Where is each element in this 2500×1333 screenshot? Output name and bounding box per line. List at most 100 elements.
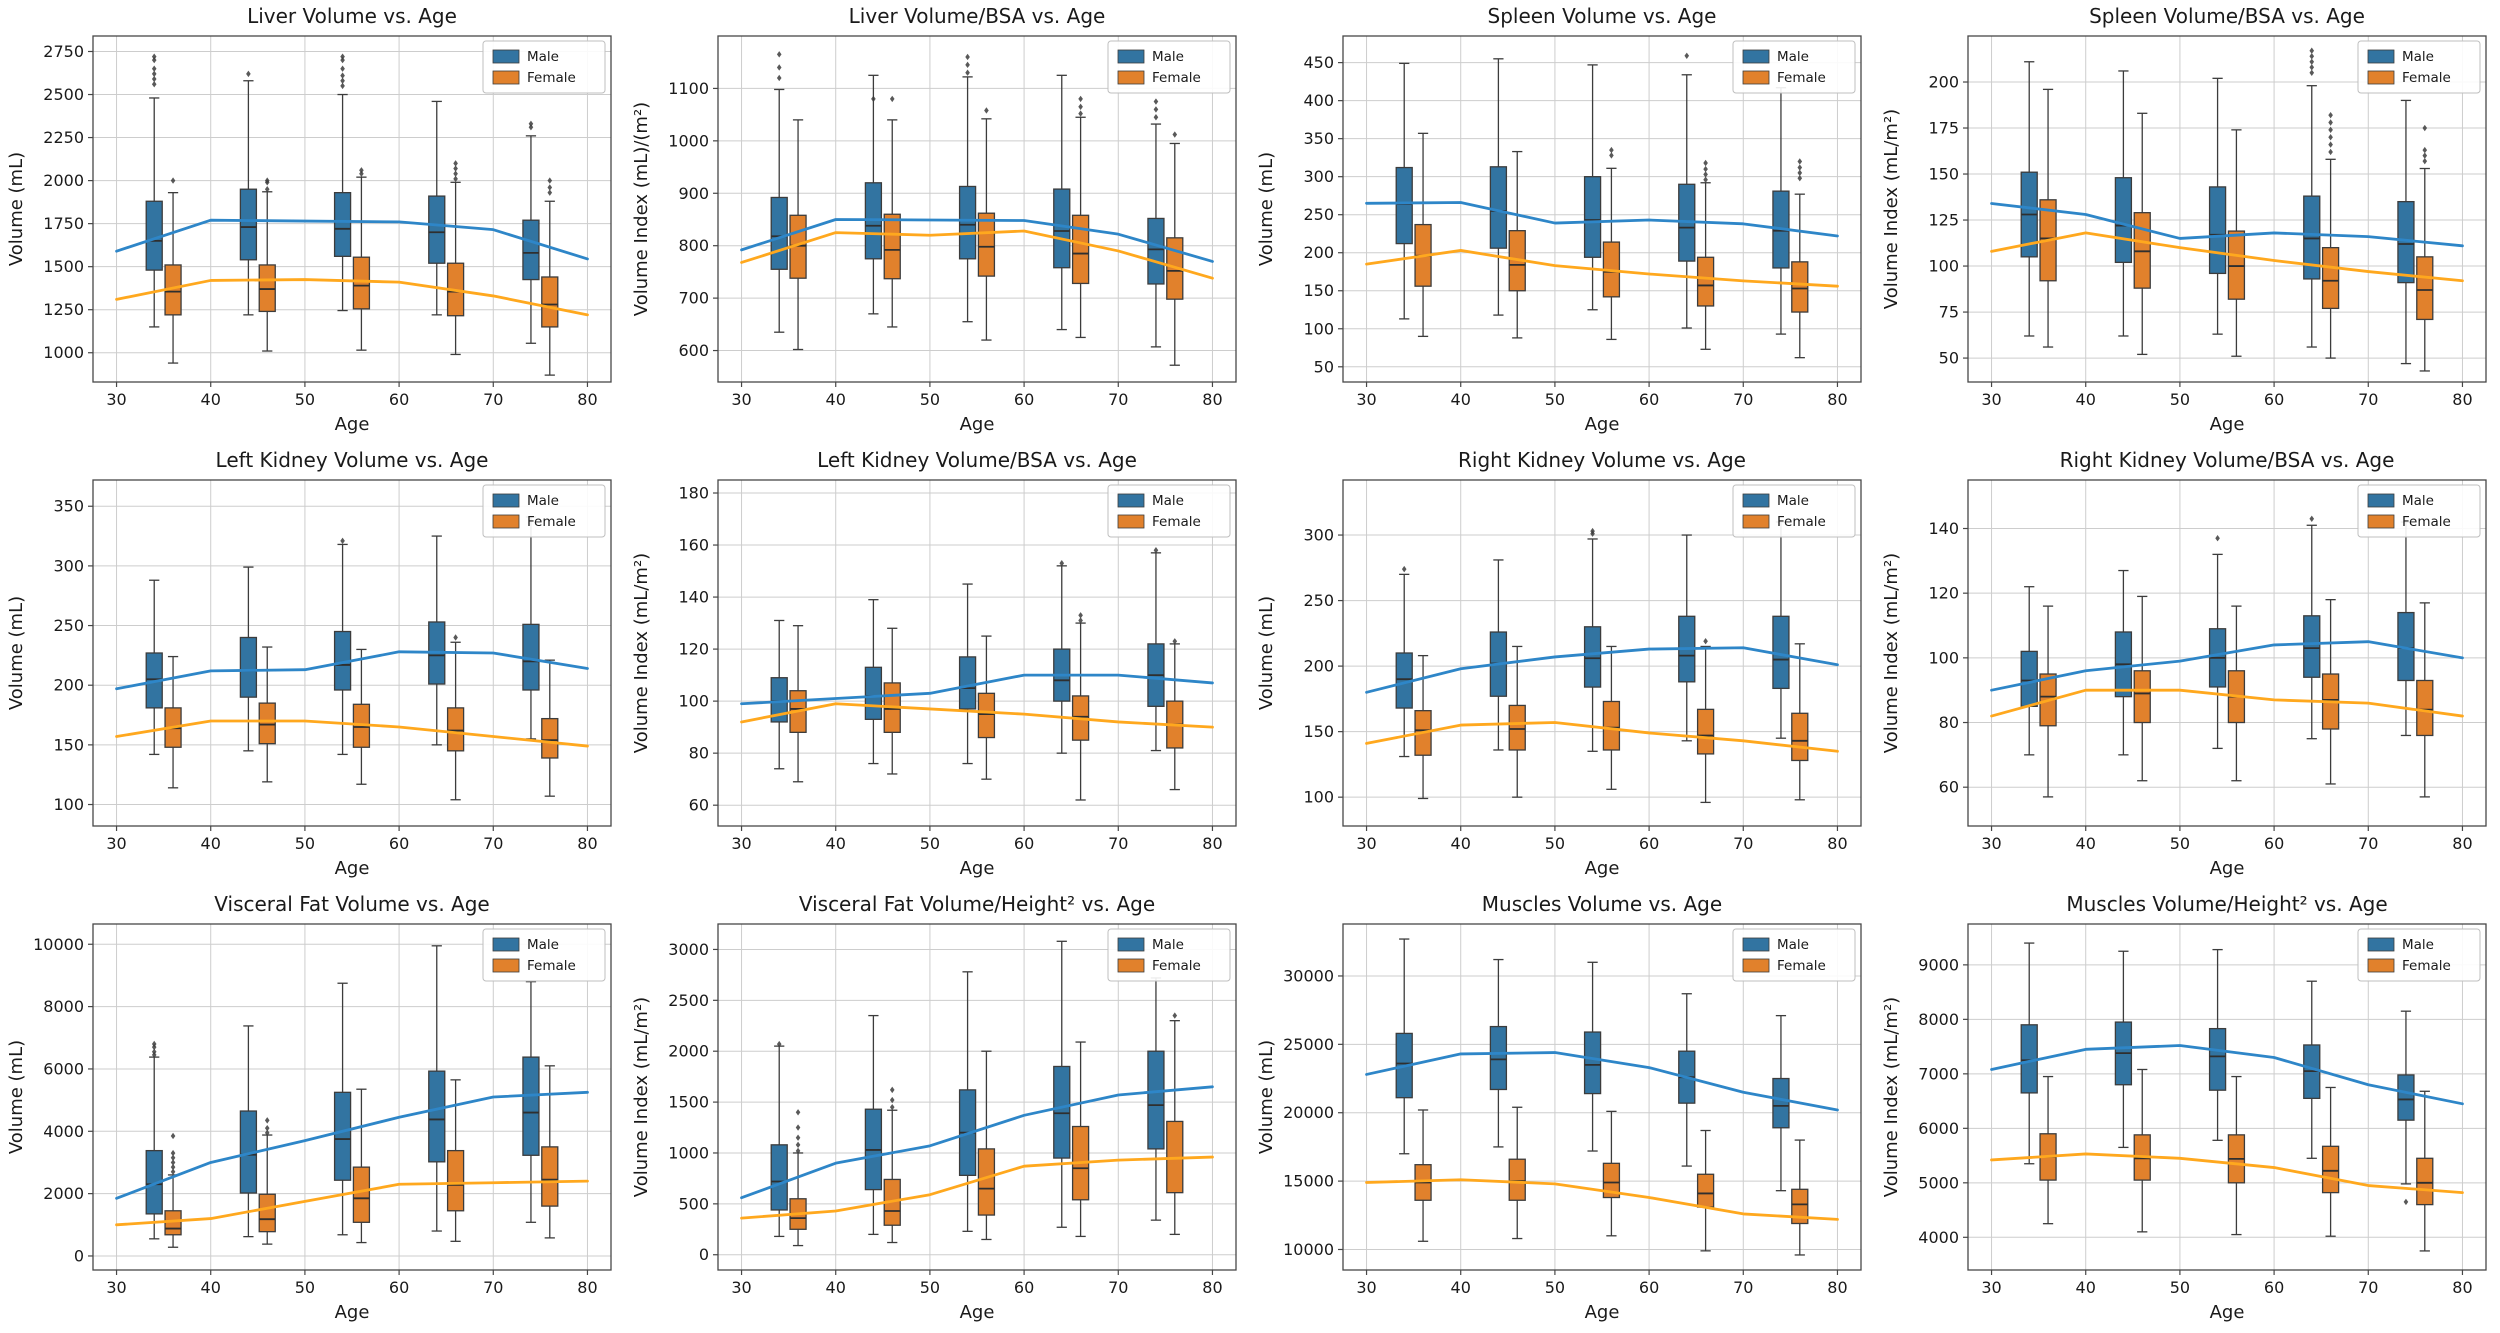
chart-cell-9: 30 40 50 60 70 80 0 500 1000 1500 2000 2500 3000 Male…: [625, 888, 1250, 1332]
legend-swatch-male: [492, 493, 520, 508]
outlier-marker: [2309, 64, 2315, 71]
box: [541, 1146, 559, 1207]
chart-svg-0: 30 40 50 60 70 80 1000 1250 1500 1750 2000 2250 2500…: [6, 4, 612, 435]
y-tick-label: 600: [678, 341, 709, 360]
x-axis-label: Age: [335, 414, 370, 435]
chart-cell-4: 30 40 50 60 70 80 100 150 200 250 300 350 Male Female…: [0, 444, 625, 888]
x-tick-label: 50: [295, 834, 315, 853]
outlier-marker: [528, 120, 534, 127]
legend: Male Female: [482, 928, 606, 982]
box: [352, 1166, 371, 1223]
outlier-marker: [170, 1132, 176, 1140]
box: [2416, 256, 2434, 321]
y-tick-label: 3000: [668, 940, 709, 959]
x-tick-label: 40: [1451, 1278, 1471, 1297]
outlier-marker: [1078, 617, 1083, 624]
chart-cell-10: 30 40 50 60 70 80 10000 15000 20000 25000 30000 Mal…: [1250, 888, 1875, 1332]
boxplot-series-female: [1414, 638, 1809, 804]
x-tick-label: 80: [577, 390, 597, 409]
legend-swatch-female: [492, 514, 520, 529]
x-tick-label: 60: [1639, 1278, 1659, 1297]
chart-title: Spleen Volume/BSA vs. Age: [2089, 4, 2365, 28]
legend-swatch-male: [492, 49, 520, 64]
x-tick-label: 40: [826, 390, 846, 409]
x-tick-label: 60: [2264, 1278, 2284, 1297]
trend-line-female: [740, 229, 1214, 280]
x-tick-label: 40: [1451, 390, 1471, 409]
y-tick-label: 30000: [1283, 966, 1334, 985]
trend-line-female: [1365, 1178, 1839, 1221]
y-tick-label: 140: [1928, 519, 1959, 538]
boxplot-series-male: [1395, 938, 1790, 1192]
legend-swatch-male: [2367, 937, 2395, 952]
box: [2208, 186, 2227, 275]
x-tick-label: 40: [2076, 1278, 2096, 1297]
box: [770, 196, 788, 270]
outlier-marker: [2309, 47, 2315, 54]
x-tick-label: 30: [1356, 390, 1376, 409]
legend: Male Female: [1107, 928, 1231, 982]
x-tick-label: 30: [106, 390, 126, 409]
legend-swatch-male: [492, 937, 520, 952]
y-tick-label: 700: [678, 289, 709, 308]
axis-ticks: 30 40 50 60 70 80 50 75 100 125 150 175 200: [1928, 73, 2472, 409]
boxplot-series-male: [145, 516, 540, 756]
outlier-marker: [340, 537, 345, 545]
box: [522, 219, 540, 281]
outlier-marker: [1172, 638, 1178, 645]
x-axis-label: Age: [1585, 414, 1620, 435]
box: [1772, 1077, 1790, 1129]
y-tick-label: 100: [1303, 788, 1334, 807]
legend-label-female: Female: [527, 958, 576, 974]
x-axis-label: Age: [960, 414, 995, 435]
x-tick-label: 60: [389, 390, 409, 409]
outlier-marker: [1703, 638, 1708, 645]
y-tick-label: 150: [1303, 281, 1334, 300]
x-axis-label: Age: [335, 1302, 370, 1323]
y-tick-label: 60: [1939, 778, 1959, 797]
trend-line-male: [1990, 640, 2464, 692]
x-tick-label: 50: [920, 1278, 940, 1297]
outlier-marker: [2309, 58, 2315, 65]
legend-swatch-male: [1117, 49, 1145, 64]
outlier-marker: [1059, 560, 1065, 567]
box: [2397, 1074, 2415, 1121]
box: [446, 707, 465, 752]
boxplot-series-female: [789, 1012, 1184, 1247]
legend-swatch-male: [2367, 493, 2395, 508]
trend-line-female: [1990, 231, 2464, 283]
y-tick-label: 10000: [33, 935, 84, 954]
x-tick-label: 40: [826, 834, 846, 853]
box: [2416, 679, 2434, 737]
legend-swatch-female: [1117, 514, 1145, 529]
box: [770, 1144, 788, 1211]
x-tick-label: 40: [201, 390, 221, 409]
outlier-marker: [1078, 110, 1083, 117]
outlier-marker: [1703, 176, 1708, 183]
boxplot-series-male: [1395, 521, 1790, 758]
chart-cell-2: 30 40 50 60 70 80 50 100 150 200 250 300 350 400 450 Ma…: [1250, 0, 1875, 444]
x-tick-label: 50: [2170, 834, 2190, 853]
y-tick-label: 400: [1303, 91, 1334, 110]
outlier-marker: [2215, 535, 2220, 542]
gridlines: [1968, 924, 2486, 1270]
legend-swatch-female: [2367, 514, 2395, 529]
trend-line-male: [1990, 1044, 2464, 1106]
x-tick-label: 50: [920, 390, 940, 409]
legend-label-female: Female: [1152, 514, 1201, 530]
x-tick-label: 40: [201, 1278, 221, 1297]
y-tick-label: 2750: [43, 42, 84, 61]
trend-line-female: [740, 702, 1214, 729]
box: [1791, 261, 1809, 313]
x-tick-label: 30: [106, 834, 126, 853]
x-tick-label: 30: [1356, 834, 1376, 853]
x-tick-label: 40: [201, 834, 221, 853]
x-tick-label: 80: [577, 834, 597, 853]
y-axis-label: Volume (mL): [1256, 1040, 1277, 1154]
y-tick-label: 50: [1314, 357, 1334, 376]
chart-title: Muscles Volume vs. Age: [1482, 892, 1722, 916]
y-tick-label: 100: [678, 692, 709, 711]
box: [2321, 1145, 2340, 1194]
box: [1489, 1025, 1508, 1091]
y-tick-label: 2250: [43, 128, 84, 147]
